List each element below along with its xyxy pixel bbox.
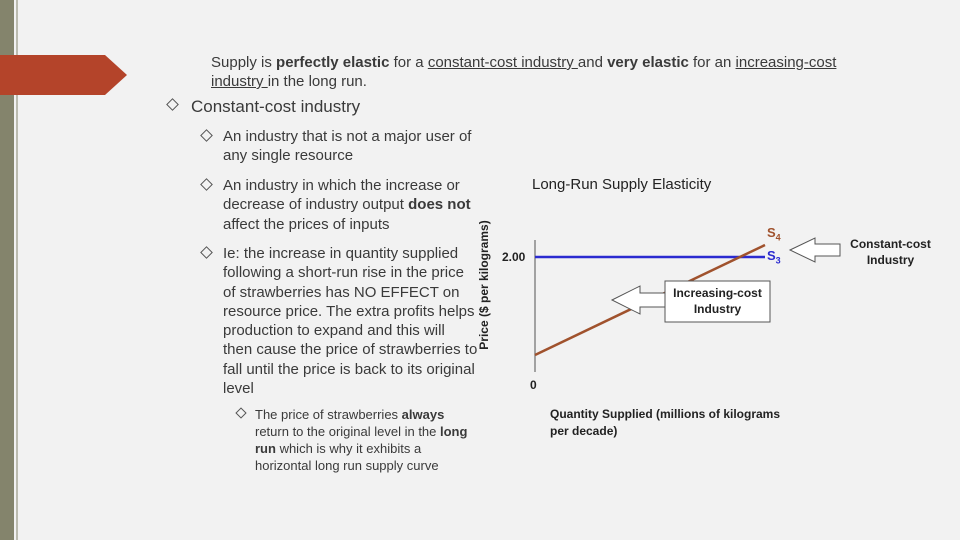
diagram-title: Long-Run Supply Elasticity <box>532 176 712 193</box>
callout: Constant-cost Industry <box>850 237 931 267</box>
text-run: which is why it exhibits a horizontal lo… <box>255 441 439 473</box>
text-run: and <box>577 54 608 71</box>
bullet: An industry in which the increase or dec… <box>223 176 478 234</box>
text-run: affect the prices of inputs <box>223 215 390 233</box>
origin: 0 <box>530 378 537 392</box>
text-run: return to the original level in the <box>255 424 440 439</box>
text-run: Ie: the increase in quantity supplied fo… <box>223 245 478 398</box>
text-run: for an <box>688 54 736 71</box>
bullet: An industry that is not a major user of … <box>223 127 478 166</box>
text-run: very elastic <box>607 54 689 71</box>
text-run: for a <box>389 54 428 71</box>
text-run: perfectly elastic <box>276 54 390 71</box>
text-run: always <box>401 407 445 422</box>
text-run: constant-cost industry <box>427 54 578 71</box>
bullet: Constant-cost industry <box>191 97 360 117</box>
curve-label: S4 <box>767 225 781 243</box>
curve-label: S3 <box>767 248 781 266</box>
bullet: Ie: the increase in quantity supplied fo… <box>223 244 478 398</box>
text-run: long run <box>255 424 468 456</box>
text-run: does not <box>408 196 471 214</box>
price-tick: 2.00 <box>502 250 526 264</box>
x-label: Quantity Supplied (millions of kilograms… <box>550 407 781 438</box>
text-run: in the long run. <box>267 73 367 90</box>
text-run: An industry in which the increase or dec… <box>223 177 460 214</box>
y-label: Price ($ per kilograms) <box>477 220 491 350</box>
sub-bullet: The price of strawberries always return … <box>255 406 480 474</box>
text-run: increasing-cost industry <box>211 54 837 90</box>
heading: Supply is perfectly elastic for a consta… <box>211 53 891 91</box>
text-run: Constant-cost industry <box>191 97 361 116</box>
callout: Increasing-cost Industry <box>673 286 762 316</box>
text-run: An industry that is not a major user of … <box>223 128 472 165</box>
text-run: The price of strawberries <box>255 407 402 422</box>
text-run: Supply is <box>211 54 277 71</box>
